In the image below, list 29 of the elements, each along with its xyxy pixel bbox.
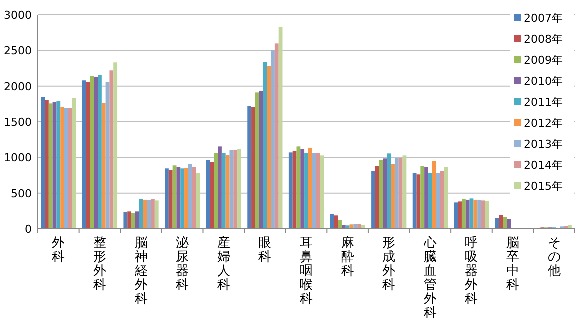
x-tick-label: 呼吸器外科 <box>465 236 478 307</box>
y-tick-label: 2500 <box>4 44 32 58</box>
legend-label: 2009年 <box>524 54 563 67</box>
x-tick-label: 産婦人科 <box>217 235 230 293</box>
legend-label: 2011年 <box>524 96 563 109</box>
x-tick-label: 麻酔科 <box>341 236 354 279</box>
legend-label: 2015年 <box>524 180 563 193</box>
legend-label: 2007年 <box>524 12 563 25</box>
legend-label: 2010年 <box>524 75 563 88</box>
x-tick-label: 脳神経外科 <box>134 236 148 307</box>
legend-label: 2013年 <box>524 138 563 151</box>
x-tick-label: 脳卒中科 <box>506 236 520 293</box>
y-tick-label: 500 <box>11 187 32 200</box>
y-tick-label: 3000 <box>4 9 32 22</box>
x-tick-label: 外科 <box>52 236 66 265</box>
legend-label: 2008年 <box>524 33 563 46</box>
y-tick-label: 1000 <box>4 152 32 165</box>
y-tick-label: 0 <box>25 223 32 236</box>
x-tick-label: その他 <box>548 236 561 279</box>
x-tick-label: 整形外科 <box>93 236 106 293</box>
y-tick-label: 2000 <box>4 80 32 94</box>
x-tick-label: 心臓血管外科 <box>422 235 437 321</box>
y-tick-label: 1500 <box>4 116 32 129</box>
x-tick-label: 耳鼻咽喉科 <box>300 236 313 307</box>
x-tick-label: 眼科 <box>258 236 272 265</box>
x-tick-label: 形成外科 <box>382 236 396 293</box>
legend-label: 2012年 <box>524 117 563 130</box>
legend-label: 2014年 <box>524 159 563 172</box>
x-tick-label: 泌尿器科 <box>176 236 190 293</box>
